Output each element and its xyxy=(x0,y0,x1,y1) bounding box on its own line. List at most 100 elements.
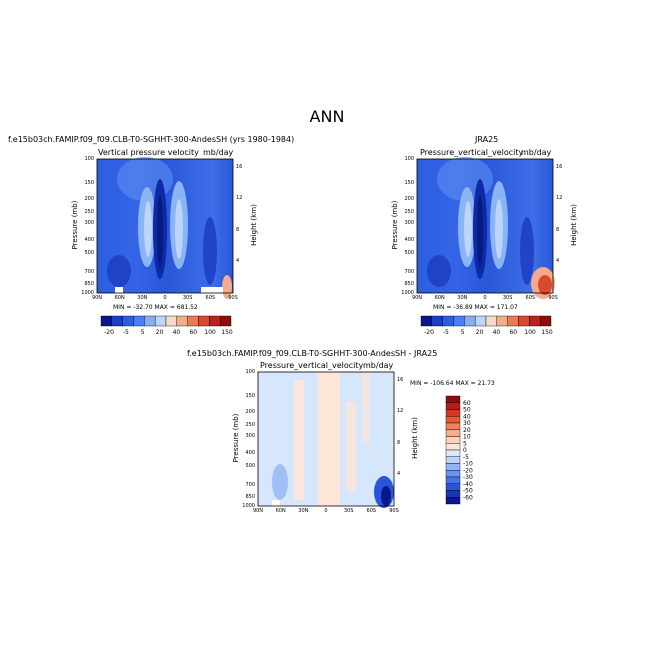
colorbar-diff-swatch xyxy=(445,483,461,491)
panel1-pressure-tick-1000: 1000 xyxy=(81,290,94,296)
panel2-units: mb/day xyxy=(521,148,552,157)
panel2-variable-title: Pressure_vertical_velocity xyxy=(420,148,524,157)
colorbar-panel1-label: 20 xyxy=(156,329,164,336)
colorbar-diff-swatch xyxy=(445,443,461,451)
panel1-y2label: Height (km) xyxy=(250,204,258,246)
panel3-height-tick-4: 4 xyxy=(397,471,401,478)
panel1-pressure-tick-850: 850 xyxy=(84,280,94,287)
colorbar-diff-swatch xyxy=(445,497,461,505)
panel2-pressure-tick-700: 700 xyxy=(404,269,414,276)
panel1-minmax: MIN = -32.70 MAX = 681.52 xyxy=(113,304,198,311)
panel3-pressure-tick-150: 150 xyxy=(245,392,255,399)
colorbar-diff-label: 20 xyxy=(463,427,471,434)
panel3-frame xyxy=(257,371,395,507)
panel2-height-tick-8: 8 xyxy=(556,226,560,233)
panel3-lat-tick-90S: 90S xyxy=(389,508,399,514)
panel1-case-title: f.e15b03ch.FAMIP.f09_f09.CLB-T0-SGHHT-30… xyxy=(8,135,295,144)
panel2-pressure-tick-200: 200 xyxy=(404,196,414,203)
panel3-variable-title: Pressure_vertical_velocity xyxy=(260,361,364,370)
colorbar-panel2-swatch xyxy=(474,315,487,327)
colorbar-diff-label: -20 xyxy=(463,467,473,474)
panel3-mask-left xyxy=(272,500,280,506)
colorbar-panel1-swatches xyxy=(100,315,232,327)
colorbar-diff-swatch xyxy=(445,490,461,498)
colorbar-panel1-swatch xyxy=(100,315,113,327)
colorbar-diff-swatch xyxy=(445,470,461,478)
panel3-pressure-tick-400: 400 xyxy=(245,449,255,456)
panel1-pressure-tick-700: 700 xyxy=(84,269,94,276)
panel3-pressure-tick-850: 850 xyxy=(245,493,255,500)
colorbar-panel1-swatch xyxy=(122,315,134,327)
panel3-pressure-tick-300: 300 xyxy=(245,432,255,439)
panel2-pressure-tick-150: 150 xyxy=(404,179,414,186)
colorbar-diff-swatch xyxy=(445,436,461,444)
colorbar-diff-swatch xyxy=(445,476,461,484)
colorbar-panel1-label: 60 xyxy=(189,329,197,336)
panel2-minmax: MIN = -36.89 MAX = 171.07 xyxy=(433,304,518,311)
colorbar-diff-label: 60 xyxy=(463,400,471,407)
colorbar-panel2-swatch xyxy=(496,315,508,327)
panel2-storm-track xyxy=(520,217,534,285)
colorbar-panel1-label: -5 xyxy=(123,329,129,336)
colorbar-diff-label: 10 xyxy=(463,434,471,441)
colorbar-diff-label: 0 xyxy=(463,447,467,454)
panel1-lower-nh xyxy=(107,255,131,287)
colorbar-diff-swatch xyxy=(445,395,461,403)
panel1-storm-track xyxy=(203,217,217,285)
panel2-lat-tick-0: 0 xyxy=(483,295,487,301)
colorbar-panel2-label: -20 xyxy=(424,329,434,336)
panel2-nh-subsidence-core xyxy=(464,201,472,257)
colorbar-panel2-label: 60 xyxy=(509,329,517,336)
colorbar-panel2-swatches xyxy=(420,315,552,327)
panel3-positive-band-1 xyxy=(294,380,304,500)
panel2-sh-subsidence-core xyxy=(495,199,503,259)
colorbar-panel2-labels: -20 -5 5 20 40 60 100 150 xyxy=(424,329,553,336)
panel1-lat-tick-90S: 90S xyxy=(228,295,238,301)
colorbar-panel1-label: 40 xyxy=(173,329,181,336)
colorbar-panel1-swatch xyxy=(187,315,199,327)
panel3-lat-tick-60S: 60S xyxy=(366,508,377,514)
colorbar-panel2-label: 40 xyxy=(493,329,501,336)
panel2-andes-anomaly-core xyxy=(538,275,552,295)
panel1-units: mb/day xyxy=(203,148,234,157)
panel1-itcz-core xyxy=(157,195,163,267)
panel2-lat-tick-30S: 30S xyxy=(502,295,513,301)
panel2-pressure-tick-500: 500 xyxy=(404,249,414,256)
panel1-mask-right xyxy=(201,287,223,293)
colorbar-panel1-swatch xyxy=(133,315,145,327)
panel1-lat-tick-60S: 60S xyxy=(205,295,216,301)
colorbar-diff-swatch xyxy=(445,409,461,417)
panel2-frame xyxy=(416,158,554,294)
panel2-pressure-tick-850: 850 xyxy=(404,280,414,287)
colorbar-panel1-swatch xyxy=(165,315,178,327)
colorbar-panel2-label: 100 xyxy=(524,329,536,336)
panel1-height-tick-12: 12 xyxy=(236,195,243,202)
panel1-height-tick-16: 16 xyxy=(236,163,243,170)
colorbar-panel2-label: 150 xyxy=(541,329,553,336)
panel3-minmax: MIN = -106.64 MAX = 21.73 xyxy=(410,380,495,387)
panel1-lat-tick-30N: 30N xyxy=(137,295,148,301)
colorbar-panel2-swatch xyxy=(539,315,552,327)
colorbar-diff-label: -30 xyxy=(463,474,473,481)
colorbar-panel2: -20 -5 5 20 40 60 100 150 xyxy=(420,315,553,336)
panel1-pressure-tick-100: 100 xyxy=(84,156,94,162)
panel3-height-tick-16: 16 xyxy=(397,376,404,383)
panel1-nh-subsidence-core xyxy=(144,201,152,257)
colorbar-diff-label: -5 xyxy=(463,454,469,461)
panel1-mask-left xyxy=(115,287,123,293)
colorbar-panel1-swatch xyxy=(209,315,221,327)
colorbar-diff-swatch xyxy=(445,463,461,471)
panel3-height-tick-12: 12 xyxy=(397,408,404,415)
panel3-lat-tick-90N: 90N xyxy=(252,508,264,514)
colorbar-panel1-label: 150 xyxy=(221,329,233,336)
panel1-pressure-tick-500: 500 xyxy=(84,249,94,256)
panel1-plot xyxy=(96,157,234,299)
colorbar-diff-label: 30 xyxy=(463,420,471,427)
panel1-lat-tick-0: 0 xyxy=(163,295,167,301)
panel1-pressure-tick-300: 300 xyxy=(84,219,94,226)
panel3-lat-tick-0: 0 xyxy=(324,508,328,514)
colorbar-panel1-swatch xyxy=(111,315,123,327)
colorbar-diff-label: 40 xyxy=(463,413,471,420)
panel3-nh-negative xyxy=(272,464,288,500)
main-title: ANN xyxy=(309,107,345,126)
